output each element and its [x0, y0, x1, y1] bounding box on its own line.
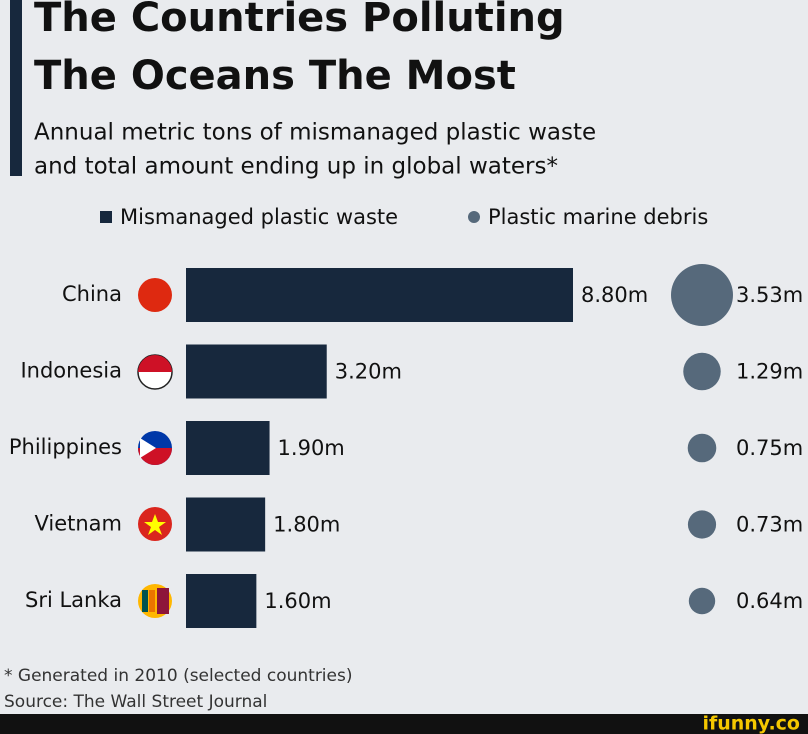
bar — [186, 268, 573, 322]
value-label: 0.64m — [736, 589, 803, 613]
watermark-bar — [0, 714, 808, 734]
chart-title: The Oceans The Most — [34, 53, 516, 99]
title-accent — [10, 0, 22, 176]
legend-label: Plastic marine debris — [488, 205, 708, 229]
chart-title: The Countries Polluting — [34, 0, 565, 41]
legend-label: Mismanaged plastic waste — [120, 205, 398, 229]
bubble — [687, 433, 717, 463]
bar — [186, 574, 257, 628]
bubble — [671, 264, 733, 326]
chart-subtitle: Annual metric tons of mismanaged plastic… — [34, 120, 596, 146]
bar — [186, 344, 327, 399]
chart-subtitle: and total amount ending up in global wat… — [34, 154, 558, 180]
value-label: 1.29m — [736, 360, 803, 384]
bubble — [688, 587, 716, 615]
value-label: 8.80m — [581, 283, 648, 307]
value-label: 3.53m — [736, 283, 803, 307]
category-label: Indonesia — [20, 359, 122, 383]
source: Source: The Wall Street Journal — [4, 692, 267, 712]
bubble — [687, 510, 717, 539]
bar — [186, 421, 270, 475]
footnote: * Generated in 2010 (selected countries) — [4, 666, 352, 686]
value-label: 1.90m — [278, 436, 345, 460]
value-label: 0.75m — [736, 436, 803, 460]
value-label: 0.73m — [736, 513, 803, 537]
watermark: ifunny.co — [702, 713, 800, 734]
value-label: 3.20m — [335, 360, 402, 384]
bubble — [683, 352, 721, 391]
category-label: Sri Lanka — [25, 588, 122, 612]
flags — [137, 278, 173, 618]
value-label: 1.60m — [264, 589, 331, 613]
category-label: China — [62, 282, 122, 306]
category-label: Philippines — [9, 435, 122, 459]
category-label: Vietnam — [34, 512, 122, 536]
legend-marker — [468, 211, 480, 223]
bar — [186, 497, 266, 552]
legend-marker — [100, 211, 112, 223]
value-label: 1.80m — [273, 513, 340, 537]
